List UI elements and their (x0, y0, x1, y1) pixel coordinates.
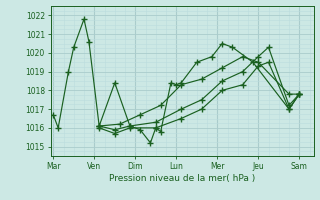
X-axis label: Pression niveau de la mer( hPa ): Pression niveau de la mer( hPa ) (109, 174, 256, 183)
